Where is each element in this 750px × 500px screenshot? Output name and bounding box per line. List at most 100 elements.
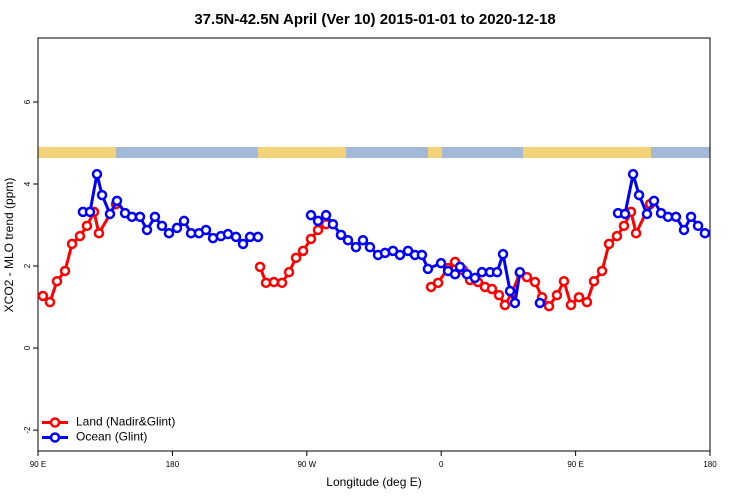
legend: Land (Nadir&Glint)Ocean (Glint) [42,415,175,444]
data-point [509,297,521,309]
data-point [588,275,600,287]
data-point [469,272,481,284]
data-point [93,227,105,239]
data-point [558,275,570,287]
data-point [126,211,138,223]
data-point [619,208,631,220]
data-point [178,215,190,227]
data-point [648,195,660,207]
data-point [416,249,428,261]
data-point [163,227,175,239]
data-point [252,231,264,243]
data-point [394,249,406,261]
data-point [74,230,86,242]
legend-label: Land (Nadir&Glint) [76,415,175,429]
data-point [104,208,116,220]
data-point [534,297,546,309]
data-point [44,296,56,308]
data-point [422,263,434,275]
data-point [581,296,593,308]
data-point [335,229,347,241]
x-tick-label: 90 E [567,460,583,469]
data-point [514,266,526,278]
data-point [486,283,498,295]
data-point [342,234,354,246]
data-point [171,222,183,234]
data-point [603,238,615,250]
data-point [297,245,309,257]
x-tick-label: 90 E [30,460,46,469]
map-strip [38,147,710,158]
data-point [305,233,317,245]
data-point [491,266,503,278]
data-point [141,224,153,236]
data-point [627,168,639,180]
data-point [283,266,295,278]
data-point [364,241,376,253]
data-point [630,227,642,239]
y-tick-label: 4 [23,181,32,186]
x-tick-label: 0 [439,460,444,469]
y-axis-label: XCO2 - MLO trend (ppm) [2,178,16,313]
data-point [320,209,332,221]
data-point [692,220,704,232]
data-point [573,291,585,303]
data-point [499,299,511,311]
data-point [254,261,266,273]
data-point [633,189,645,201]
data-point [435,257,447,269]
data-point [565,299,577,311]
data-point [641,208,653,220]
x-tick-label: 90 W [297,460,316,469]
data-point [305,209,317,221]
data-point [268,276,280,288]
data-point [37,290,49,302]
y-tick-label: -2 [23,426,32,434]
data-point [312,224,324,236]
data-point [96,189,108,201]
data-point [149,211,161,223]
data-point [493,289,505,301]
y-tick-label: 0 [23,345,32,350]
data-point [670,211,682,223]
legend-marker [49,432,61,443]
data-point [222,228,234,240]
data-point [611,230,623,242]
data-point [449,268,461,280]
data-point [111,195,123,207]
data-point [276,277,288,289]
data-point [454,261,466,273]
x-tick-label: 180 [166,460,180,469]
data-point [699,227,711,239]
data-point [551,289,563,301]
data-point [312,215,324,227]
data-point [350,241,362,253]
data-point [81,220,93,232]
data-point [432,277,444,289]
data-point [200,224,212,236]
data-point [59,265,71,277]
data-point [237,238,249,250]
data-point [327,218,339,230]
data-point [529,276,541,288]
data-point [66,238,78,250]
data-point [618,220,630,232]
data-point [461,268,473,280]
chart-title: 37.5N-42.5N April (Ver 10) 2015-01-01 to… [194,11,555,28]
data-point [134,211,146,223]
legend-marker [49,417,61,428]
data-point [51,275,63,287]
data-point [685,211,697,223]
data-point [84,206,96,218]
x-axis-label: Longitude (deg E) [326,475,421,489]
data-point [357,234,369,246]
x-tick-label: 180 [703,460,717,469]
series-line [82,173,707,309]
data-point [521,271,533,283]
plot-frame [37,37,711,452]
data-point [156,220,168,232]
data-point [504,285,516,297]
legend-label: Ocean (Glint) [76,430,147,444]
data-point [678,224,690,236]
